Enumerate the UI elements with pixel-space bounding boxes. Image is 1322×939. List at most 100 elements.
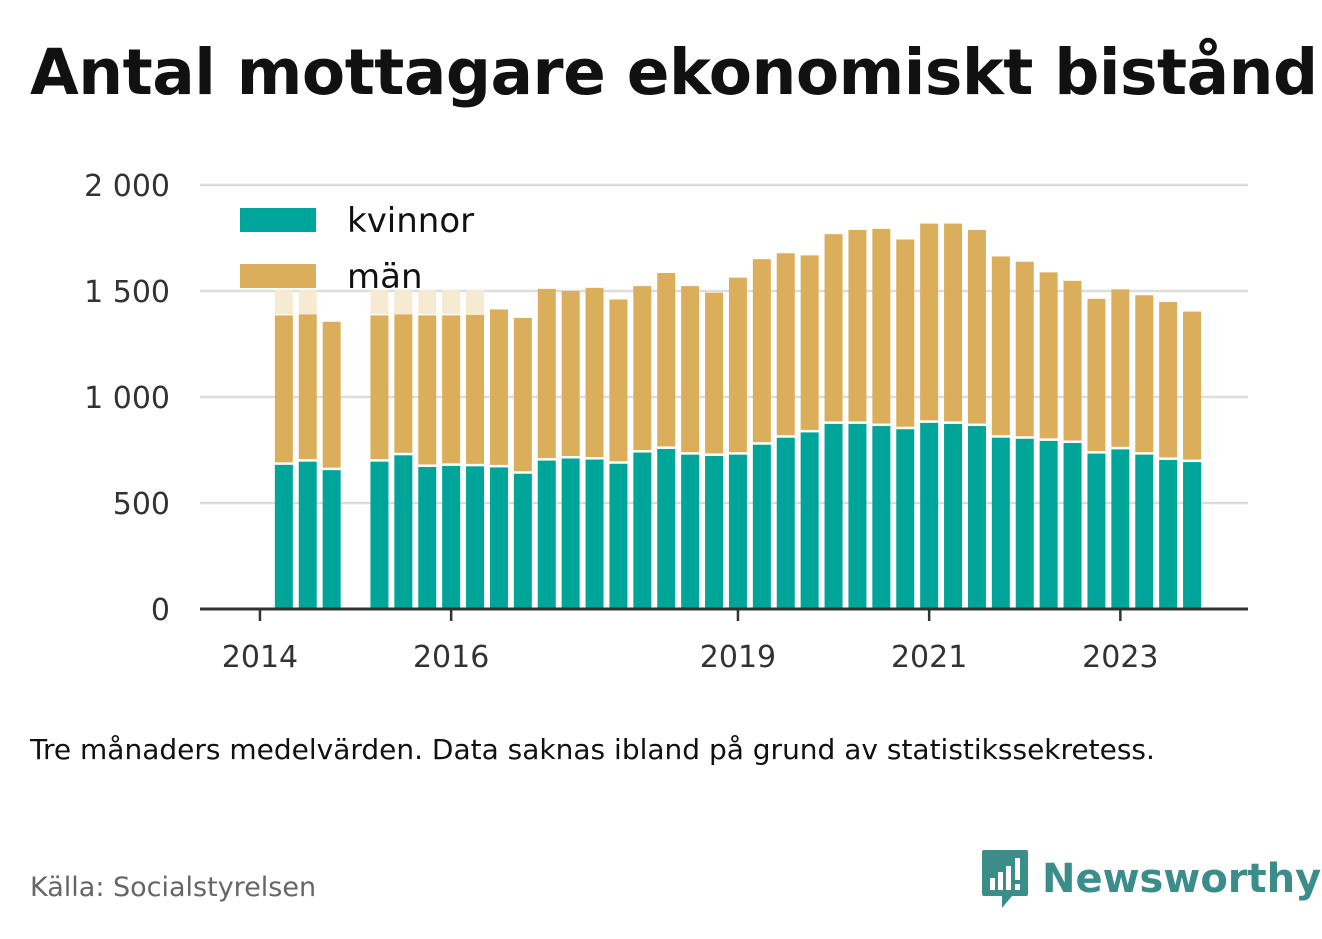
bar-kvinnor (776, 437, 795, 609)
brand-name: Newsworthy (1042, 856, 1322, 902)
missing-data-marker (466, 290, 485, 314)
bar-man (1111, 289, 1130, 447)
bar-kvinnor (872, 426, 891, 609)
bar-kvinnor (800, 432, 819, 609)
bar-kvinnor (824, 423, 843, 609)
bar-man (776, 253, 795, 436)
bar-chart: 0 500 1 000 1 500 2 000 2014 2016 2019 2021 2023… (84, 169, 1248, 675)
bar-kvinnor (298, 461, 317, 609)
bar-man (1135, 295, 1154, 453)
bar-man (322, 321, 341, 468)
bar-kvinnor (920, 422, 939, 609)
bar-man (274, 315, 293, 463)
bar-man (633, 286, 652, 451)
bar-man (1063, 280, 1082, 441)
x-tick-label: 2014 (222, 640, 298, 675)
bar-kvinnor (967, 426, 986, 609)
bar-kvinnor (1015, 438, 1034, 609)
x-tick-label: 2023 (1082, 640, 1158, 675)
bar-man (513, 317, 532, 472)
bar-man (1159, 302, 1178, 458)
missing-data-marker (418, 290, 437, 314)
missing-data-marker (274, 290, 293, 314)
bar-man (1039, 272, 1058, 439)
chart-note: Tre månaders medelvärden. Data saknas ib… (30, 733, 1155, 766)
bar-kvinnor (848, 423, 867, 609)
missing-data-marker (298, 290, 317, 314)
y-axis-tick-labels: 0 500 1 000 1 500 2 000 (84, 169, 170, 628)
bar-kvinnor (274, 464, 293, 609)
legend-label: kvinnor (347, 201, 474, 241)
bar-kvinnor (944, 423, 963, 609)
bar-man (800, 255, 819, 430)
bar-man (728, 277, 747, 453)
bar-man (681, 286, 700, 453)
bar-man (991, 256, 1010, 436)
bar-man (370, 315, 389, 460)
bar-kvinnor (1063, 443, 1082, 609)
bar-man (705, 292, 724, 454)
bar-kvinnor (1087, 453, 1106, 609)
y-tick-label: 1 500 (84, 275, 170, 310)
bar-man (609, 299, 628, 462)
bar-man (561, 291, 580, 456)
x-tick-label: 2016 (413, 640, 489, 675)
bar-man (442, 315, 461, 464)
bar-kvinnor (1111, 449, 1130, 609)
bar-kvinnor (609, 463, 628, 609)
newsworthy-logo-icon (982, 850, 1028, 908)
bar-man (537, 288, 556, 459)
missing-data-marker (442, 290, 461, 314)
source-text: Källa: Socialstyrelsen (30, 872, 317, 903)
bar-man (824, 234, 843, 422)
bar-man (1015, 261, 1034, 437)
bar-kvinnor (466, 466, 485, 609)
bar-man (920, 223, 939, 421)
bar-kvinnor (1135, 454, 1154, 609)
bar-kvinnor (633, 452, 652, 609)
chart-title: Antal mottagare ekonomiskt bistånd (30, 36, 1318, 109)
bar-kvinnor (991, 437, 1010, 609)
y-tick-label: 2 000 (84, 169, 170, 204)
x-tick-label: 2019 (700, 640, 776, 675)
legend-label: män (347, 257, 423, 297)
bar-man (1183, 311, 1202, 460)
bar-man (466, 314, 485, 464)
bar-kvinnor (370, 461, 389, 609)
bar-man (752, 259, 771, 443)
bar-kvinnor (681, 454, 700, 609)
x-axis: 2014 2016 2019 2021 2023 (200, 607, 1248, 675)
bar-man (967, 229, 986, 424)
bar-kvinnor (537, 460, 556, 609)
bar-man (1087, 298, 1106, 452)
bar-kvinnor (896, 429, 915, 609)
y-tick-label: 500 (113, 487, 170, 522)
bar-man (848, 229, 867, 422)
bar-kvinnor (418, 466, 437, 609)
bar-kvinnor (489, 467, 508, 609)
bar-kvinnor (585, 459, 604, 609)
bar-kvinnor (513, 473, 532, 609)
bar-man (298, 314, 317, 460)
bar-man (489, 309, 508, 465)
legend-swatch (240, 264, 316, 288)
bar-man (896, 239, 915, 427)
bar-kvinnor (1183, 462, 1202, 609)
y-tick-label: 1 000 (84, 381, 170, 416)
bar-man (944, 223, 963, 422)
missing-data-marker (394, 290, 413, 314)
legend-swatch (240, 208, 316, 232)
bar-man (872, 228, 891, 424)
bar-kvinnor (322, 470, 341, 609)
bar-kvinnor (442, 465, 461, 609)
bar-kvinnor (394, 455, 413, 609)
legend: kvinnor män (240, 201, 474, 297)
bar-kvinnor (728, 454, 747, 609)
bars (274, 223, 1202, 609)
bar-man (657, 272, 676, 447)
bar-kvinnor (752, 444, 771, 609)
bar-kvinnor (1159, 459, 1178, 609)
missing-data-markers (274, 290, 485, 314)
x-tick-label: 2021 (891, 640, 967, 675)
y-tick-label: 0 (151, 593, 170, 628)
